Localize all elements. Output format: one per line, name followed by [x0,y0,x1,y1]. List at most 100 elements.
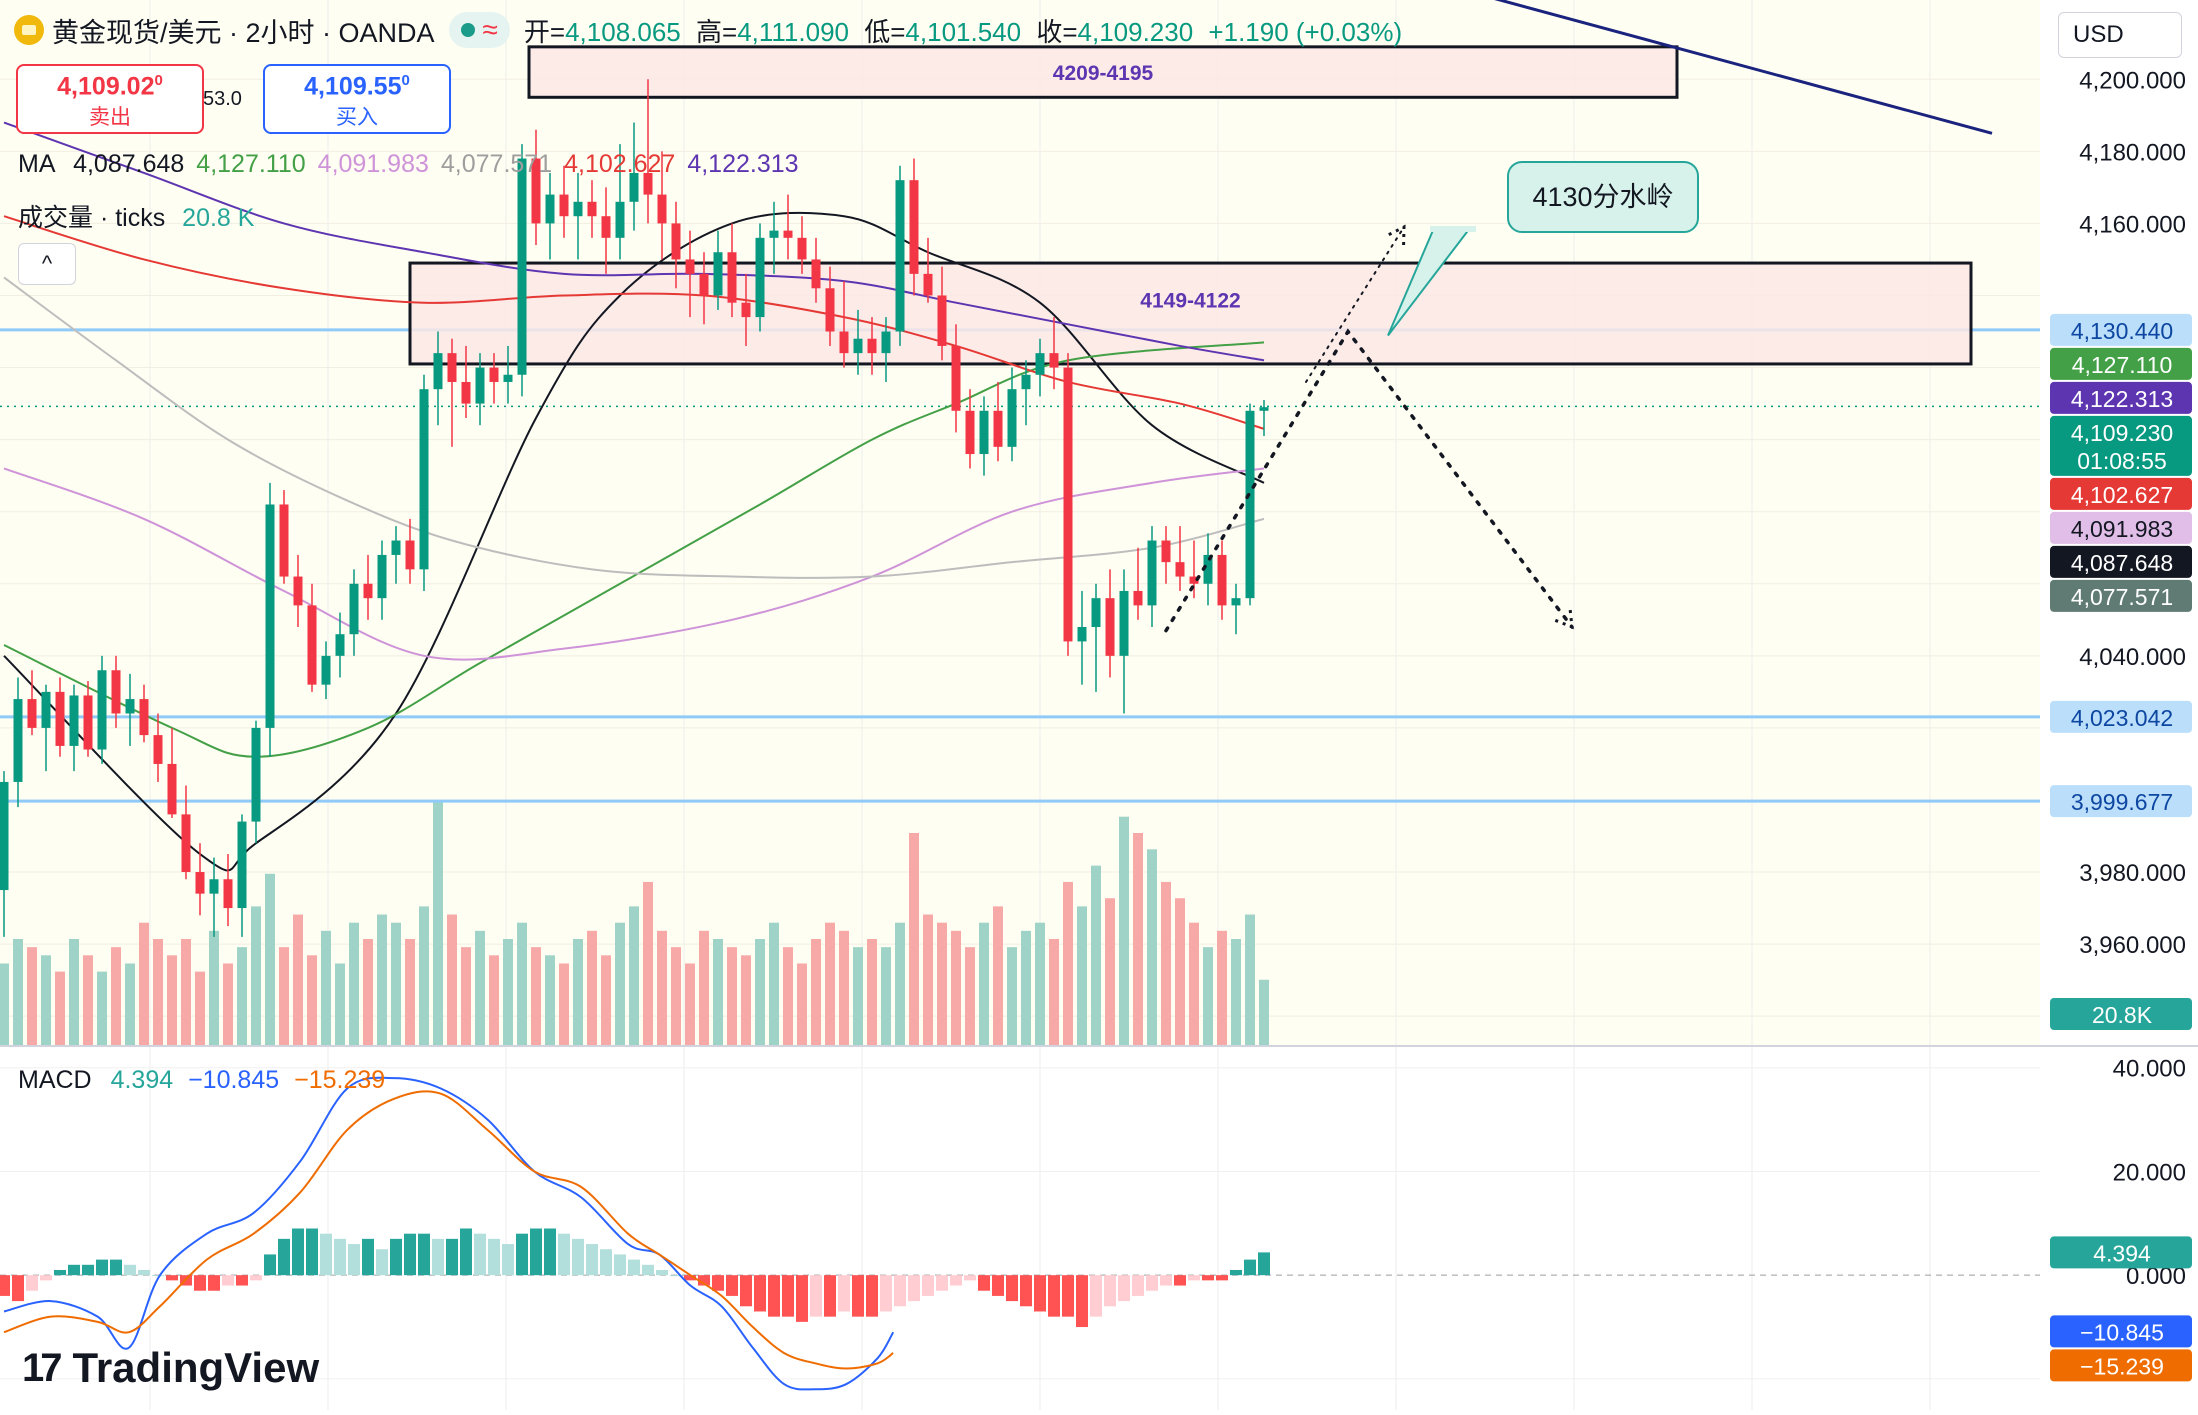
candle-body [965,410,975,455]
macd-histogram-bar [306,1228,318,1276]
volume-bar [1119,816,1129,1045]
candle-body [839,331,849,354]
volume-bar [0,963,9,1045]
volume-axis-label: 20.8K [2092,1002,2153,1028]
price-axis-label: 4,077.571 [2071,584,2173,610]
projection-arrowhead [1554,608,1574,630]
volume-bar [839,930,849,1045]
ma-legend[interactable]: MA 4,087.648 4,127.110 4,091.983 4,077.571 4… [18,150,799,179]
candle-body [531,158,541,224]
macd-histogram-bar [362,1238,374,1276]
price-axis-label: 4,109.230 [2071,420,2173,446]
volume-legend[interactable]: 成交量 · ticks 20.8 K [18,198,254,234]
macd-histogram-bar [1202,1275,1214,1281]
macd-axis-label-bg [2050,1349,2192,1382]
macd-histogram-bar [446,1238,458,1276]
candle-body [853,338,863,354]
macd-histogram-bar [698,1275,710,1286]
market-status-pill[interactable]: ≈ [448,12,510,48]
moving-average-line [3,215,1265,430]
candle-body [517,158,527,375]
volume-bar [111,947,121,1045]
macd-legend[interactable]: MACD 4.394 −10.845 −15.239 [18,1066,385,1095]
volume-bar [181,939,191,1045]
candle-body [111,670,121,714]
macd-axis-tick: 20.000 [2113,1159,2186,1186]
candle-body [867,338,877,354]
candle-body [573,201,583,217]
volume-bar [937,922,947,1045]
candle-body [923,273,933,296]
currency-selector[interactable]: USD [2058,12,2182,58]
volume-bar [881,947,891,1045]
volume-bar [1091,865,1101,1045]
candle-body [587,201,597,217]
macd-signal-value: −15.239 [294,1066,386,1094]
macd-histogram-bar [12,1275,24,1302]
buy-button[interactable]: 4,109.550 买入 [263,64,451,134]
volume-bar [349,922,359,1045]
volume-bar [1203,947,1213,1045]
volume-bar [55,971,65,1045]
price-axis-tick: 4,040.000 [2079,644,2186,671]
macd-histogram-bar [642,1264,654,1276]
candle-body [363,583,373,599]
approx-icon: ≈ [482,14,498,45]
candle-body [629,172,639,202]
macd-histogram-bar [754,1275,766,1312]
volume-bar [895,922,905,1045]
macd-histogram-bar [782,1275,794,1317]
macd-histogram-bar [1048,1275,1060,1317]
candle-body [461,381,471,404]
macd-histogram-bar [460,1228,472,1276]
volume-bar [1063,881,1073,1045]
trend-line [1494,0,1993,135]
price-axis-label: 4,130.440 [2071,318,2173,344]
candle-body [321,655,331,685]
volume-bar [867,939,877,1045]
macd-histogram-bar [376,1249,388,1276]
volume-bar [377,914,387,1045]
macd-histogram-bar [432,1238,444,1276]
macd-histogram-bar [726,1275,738,1296]
candle-body [1021,374,1031,390]
macd-histogram-bar [264,1254,276,1276]
volume-bar [517,922,527,1045]
volume-bar [335,963,345,1045]
price-axis-label: 4,122.313 [2071,386,2173,412]
volume-bar [587,930,597,1045]
sell-button[interactable]: 4,109.020 卖出 [16,64,204,134]
tradingview-logo[interactable]: 17 TradingView [22,1344,319,1392]
volume-bar [1035,922,1045,1045]
open-label: 开= [523,16,566,47]
price-axis-tick: 4,160.000 [2079,211,2186,238]
volume-bar [993,906,1003,1045]
macd-histogram-bar [0,1275,10,1296]
candle-body [125,699,135,714]
collapse-legend-button[interactable]: ^ [18,243,76,285]
macd-histogram-bar [684,1275,696,1281]
tradingview-wordmark: TradingView [72,1344,320,1391]
candle-body [1007,389,1017,447]
market-open-dot-icon [460,23,475,37]
gold-coin-icon [14,15,44,45]
macd-histogram-bar [1244,1259,1256,1276]
moving-average-line [3,467,1265,661]
macd-histogram-bar [124,1264,136,1276]
macd-histogram-bar [488,1238,500,1276]
candle-body [769,230,779,238]
candle-body [1231,598,1241,606]
candle-body [601,216,611,238]
macd-histogram-bar [502,1244,514,1276]
candle-body [69,695,79,746]
moving-average-line [3,121,1265,362]
volume-bar [97,971,107,1045]
candle-body [167,763,177,815]
symbol-title[interactable]: 黄金现货/美元 · 2小时 · OANDA [52,17,435,48]
volume-bar [713,939,723,1045]
macd-histogram-bar [964,1275,976,1281]
macd-histogram-bar [404,1233,416,1276]
candle-body [1147,540,1157,606]
ohlc-readout: 开=4,108.065 高=4,111.090 低=4,101.540 收=4,… [524,12,1402,49]
